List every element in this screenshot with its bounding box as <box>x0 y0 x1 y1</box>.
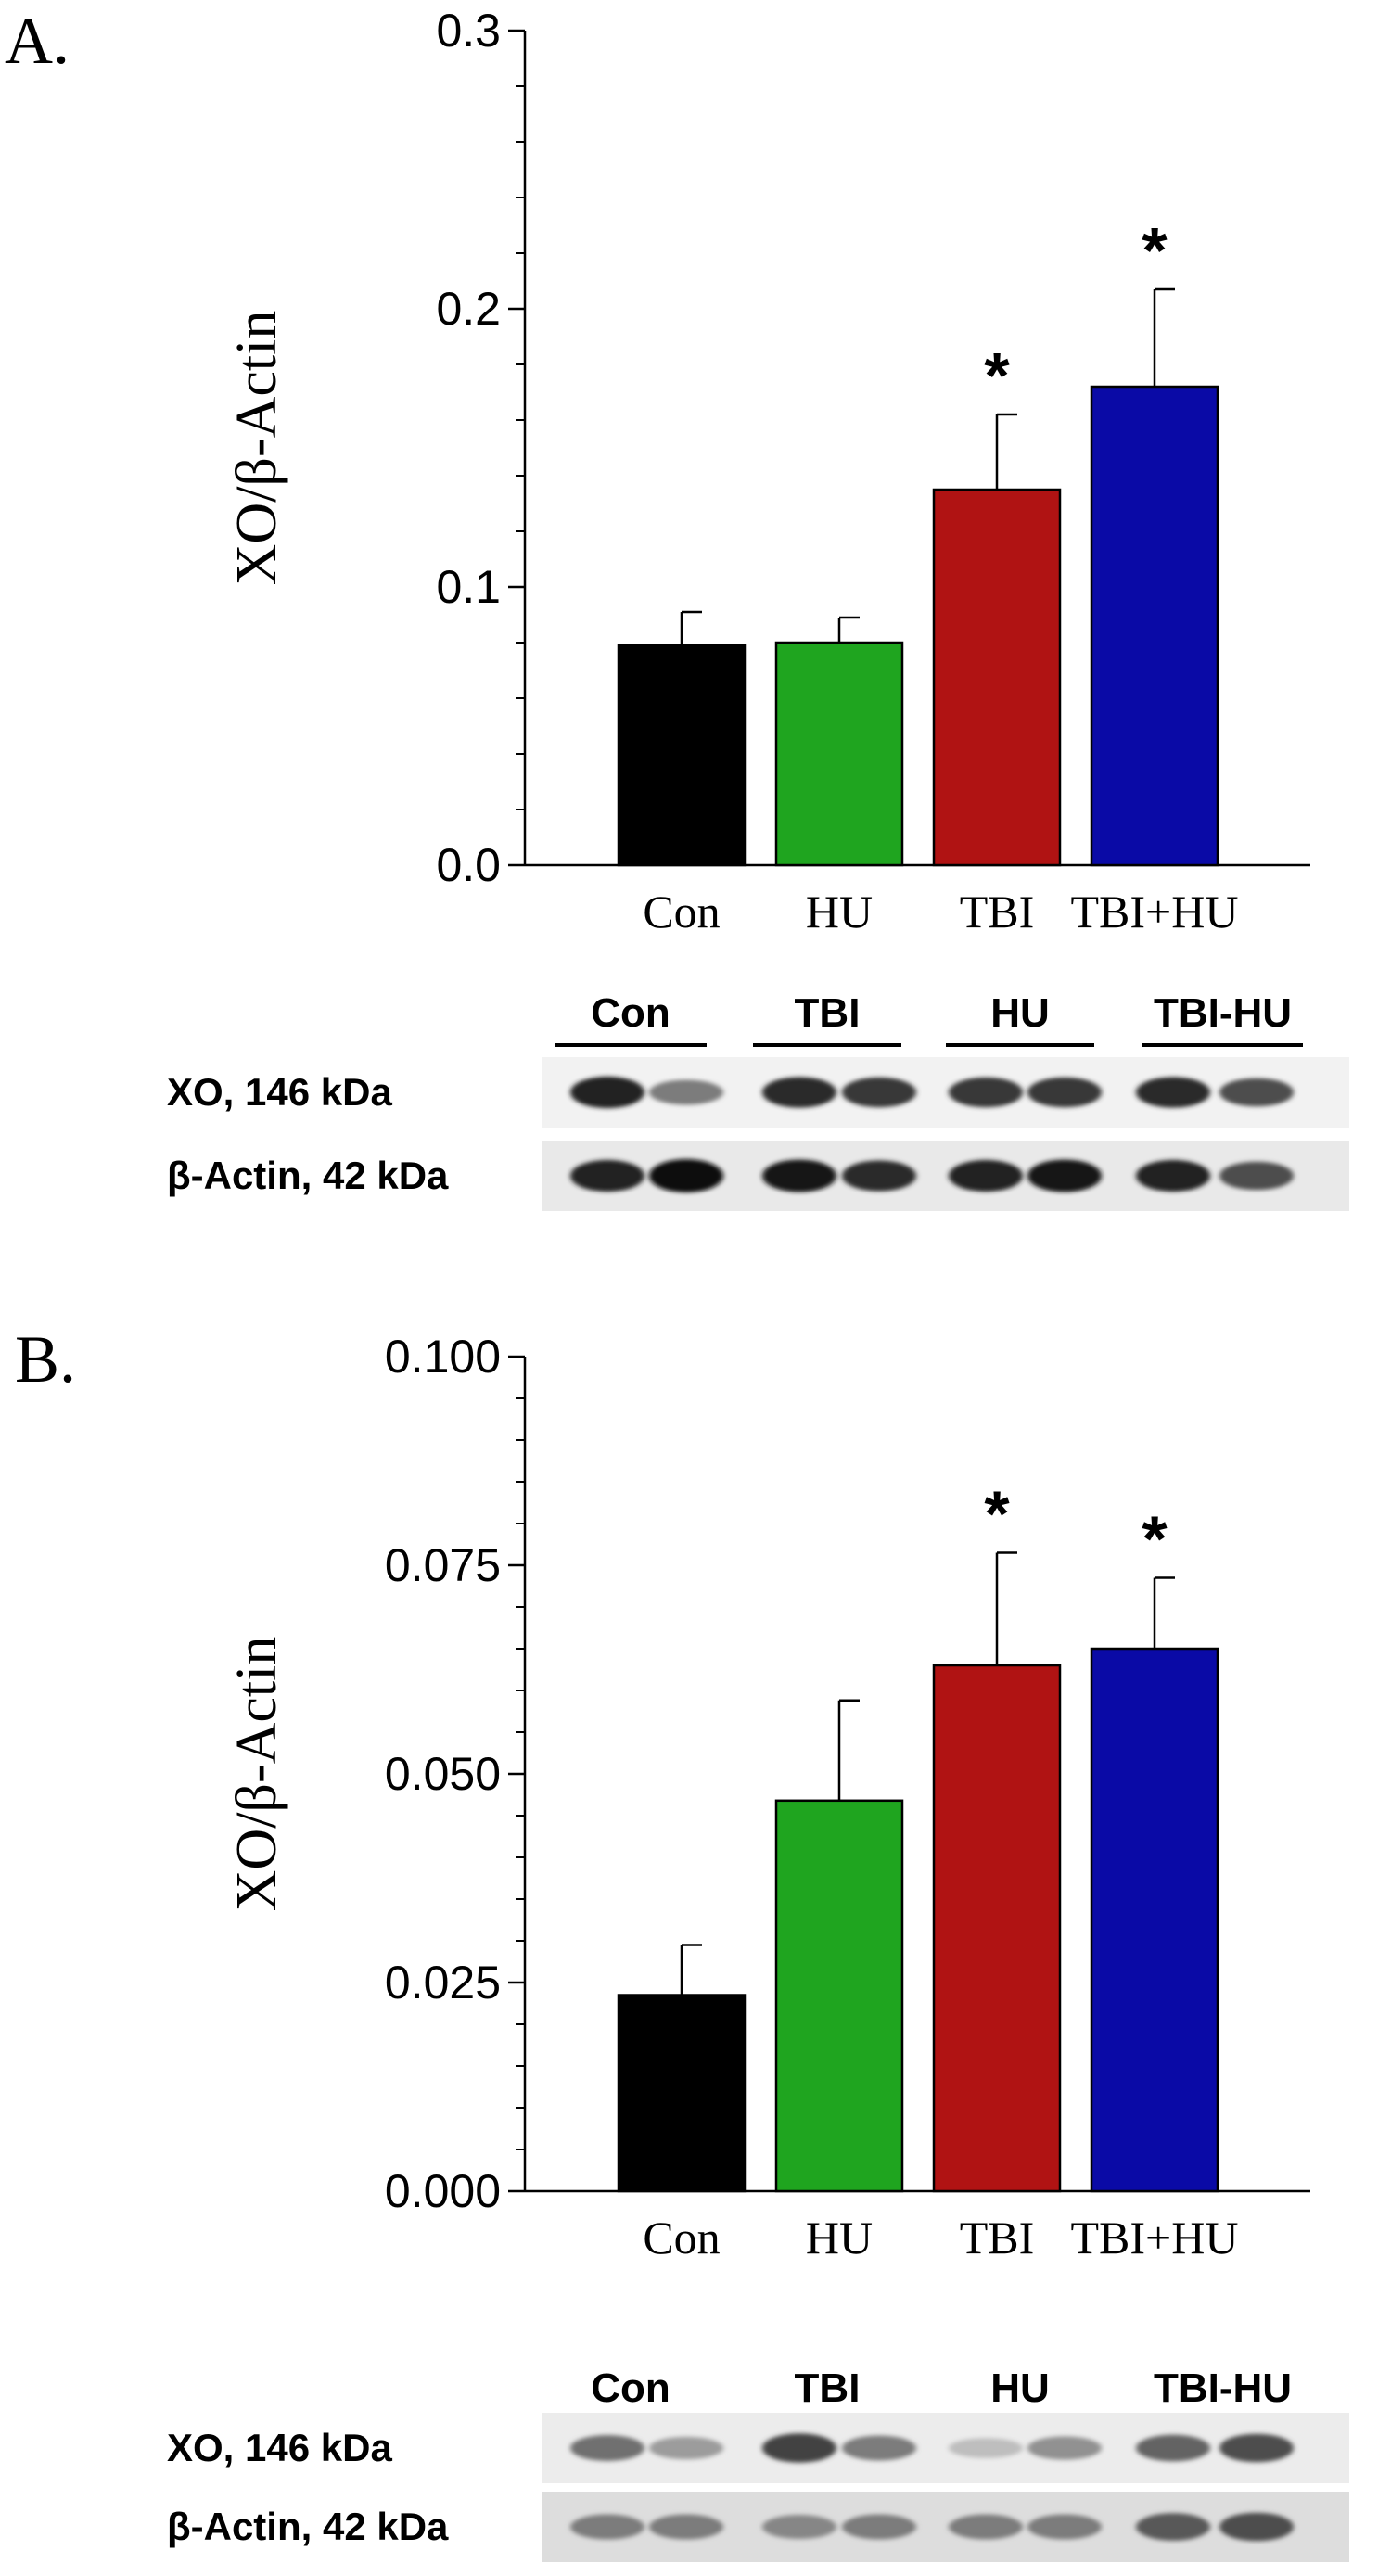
x-category-label: Con <box>643 886 720 937</box>
blot-band <box>649 1159 723 1192</box>
significance-marker: * <box>1142 214 1168 287</box>
blot-band <box>949 2438 1023 2458</box>
blot-row-label: β-Actin, 42 kDa <box>167 2505 449 2548</box>
blot-band <box>1136 1159 1210 1192</box>
blot-band <box>949 1077 1023 1108</box>
y-tick-label: 0.000 <box>385 2165 501 2217</box>
blot-band <box>949 1159 1023 1192</box>
panel-b: B. 0.000 0.025 0.050 0.075 0.100 XO/β-Actin Con… <box>15 1322 1349 2562</box>
bar-tbi <box>932 488 1062 867</box>
blot-band <box>1136 2434 1210 2462</box>
blot-band <box>1136 1077 1210 1108</box>
bar-tbi-plus-hu <box>1090 1647 1219 2193</box>
x-category-label: TBI <box>960 886 1035 937</box>
blot-group-label: TBI <box>795 990 861 1036</box>
blot-row-label: XO, 146 kDa <box>167 1070 392 1114</box>
blot-band <box>1027 1077 1102 1108</box>
blot-band <box>762 2433 836 2463</box>
blot-group-label: Con <box>591 990 670 1036</box>
x-category-label: TBI+HU <box>1071 886 1239 937</box>
blot-group-label: TBI <box>795 2366 861 2411</box>
y-axis-label: XO/β-Actin <box>225 311 288 586</box>
blot-band <box>762 1077 836 1108</box>
blot-band <box>1219 1161 1294 1191</box>
blot-band <box>949 2514 1023 2540</box>
bar-con <box>617 1994 747 2193</box>
blot-group-label: Con <box>591 2366 670 2411</box>
blot-band <box>1027 2514 1102 2540</box>
blot-band <box>570 1076 644 1109</box>
y-tick-label: 0.100 <box>385 1331 501 1383</box>
blot-row-label: XO, 146 kDa <box>167 2426 392 2469</box>
y-tick-label: 0.025 <box>385 1957 501 2009</box>
blot-band <box>1219 1078 1294 1107</box>
bar-con <box>617 644 747 867</box>
blot-band <box>842 2435 916 2461</box>
significance-marker: * <box>1142 1503 1168 1575</box>
significance-marker: * <box>984 1478 1010 1550</box>
blot-band <box>570 2514 644 2540</box>
y-tick-label: 0.1 <box>436 561 501 613</box>
bar-tbi <box>932 1664 1062 2193</box>
x-category-label: TBI+HU <box>1071 2212 1239 2264</box>
blot-band <box>570 1159 644 1192</box>
panel-a: A. 0.0 0.1 0.2 0.3 XO/β-Actin Con HU * TBI * TBI+HU… <box>5 4 1349 1211</box>
bar-hu <box>774 1799 904 2193</box>
y-tick-label: 0.050 <box>385 1748 501 1800</box>
blot-band <box>1219 2512 1294 2542</box>
blot-band <box>649 1079 723 1105</box>
blot-band <box>1136 2513 1210 2541</box>
significance-marker: * <box>984 339 1010 412</box>
blot-group-label: HU <box>990 2366 1050 2411</box>
y-tick-label: 0.2 <box>436 283 501 335</box>
blot-band <box>842 1160 916 1192</box>
blot-band <box>1027 1159 1102 1192</box>
blot-group-label: TBI-HU <box>1154 2366 1292 2411</box>
blot-band <box>842 2514 916 2540</box>
x-category-label: Con <box>643 2212 720 2264</box>
blot-band <box>1027 2436 1102 2460</box>
bar-tbi-plus-hu <box>1090 385 1219 867</box>
blot-band <box>762 1159 836 1192</box>
blot-band <box>842 1077 916 1108</box>
x-category-label: HU <box>806 886 873 937</box>
blot-band <box>570 2435 644 2461</box>
x-category-label: TBI <box>960 2212 1035 2264</box>
y-tick-label: 0.075 <box>385 1539 501 1591</box>
x-category-label: HU <box>806 2212 873 2264</box>
blot-band <box>649 2436 723 2460</box>
panel-label: A. <box>5 4 70 78</box>
y-tick-label: 0.0 <box>436 839 501 891</box>
blot-band <box>762 2514 836 2540</box>
blot-group-label: TBI-HU <box>1154 990 1292 1036</box>
blot-band <box>649 2514 723 2540</box>
blot-row-label: β-Actin, 42 kDa <box>167 1154 449 1197</box>
panel-label: B. <box>15 1322 76 1396</box>
y-tick-label: 0.3 <box>436 5 501 57</box>
blot-group-label: HU <box>990 990 1050 1036</box>
blot-band <box>1219 2433 1294 2463</box>
y-axis-label: XO/β-Actin <box>225 1637 288 1912</box>
bar-hu <box>774 641 904 867</box>
